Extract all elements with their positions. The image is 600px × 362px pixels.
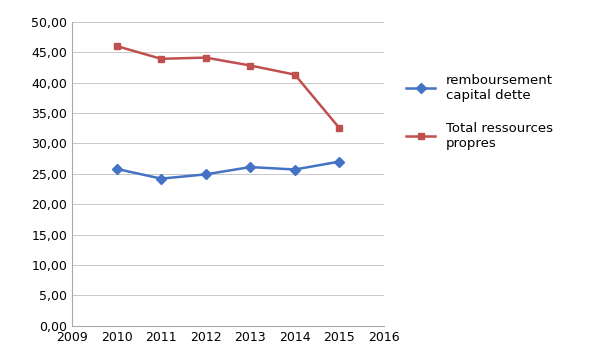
- Total ressources
propres: [113, 44, 120, 48]
- remboursement
capital dette: [247, 165, 254, 169]
- remboursement
capital dette: [291, 167, 298, 172]
- Legend: remboursement
capital dette, Total ressources
propres: remboursement capital dette, Total resso…: [406, 74, 553, 150]
- remboursement
capital dette: [113, 167, 120, 171]
- remboursement
capital dette: [336, 159, 343, 164]
- Total ressources
propres: [336, 126, 343, 130]
- remboursement
capital dette: [202, 172, 209, 177]
- Total ressources
propres: [202, 55, 209, 60]
- Line: Total ressources
propres: Total ressources propres: [113, 43, 343, 132]
- Total ressources
propres: [247, 63, 254, 68]
- remboursement
capital dette: [158, 176, 165, 181]
- Total ressources
propres: [158, 56, 165, 61]
- Total ressources
propres: [291, 72, 298, 77]
- Line: remboursement
capital dette: remboursement capital dette: [113, 158, 343, 182]
